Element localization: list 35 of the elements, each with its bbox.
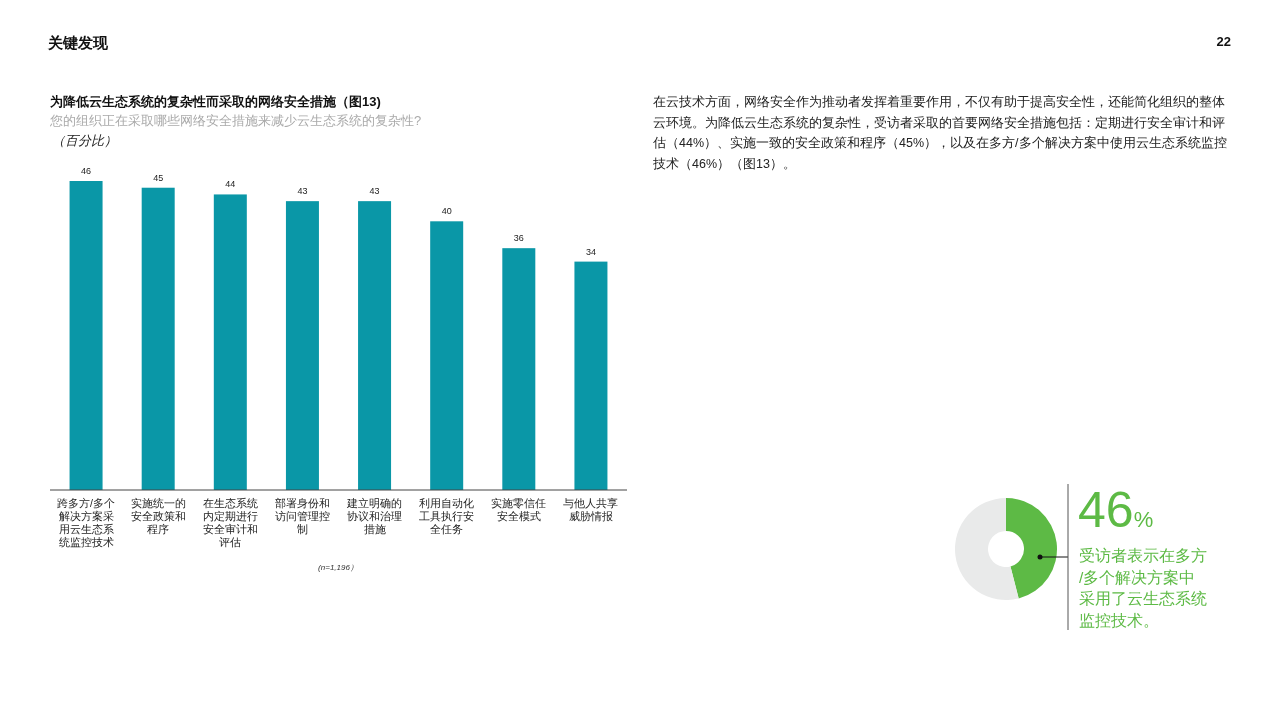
donut-slice [1006,498,1057,599]
x-tick-label: 实施零信任安全模式 [491,497,547,522]
bar [213,194,247,490]
x-tick-label: 跨多方/多个解决方案采用云生态系统监控技术 [57,497,116,548]
x-tick-label: 利用自动化工具执行安全任务 [419,497,475,535]
data-label: 36 [513,233,524,244]
data-label: 45 [153,172,164,183]
data-label: 46 [81,166,92,176]
text: 22 [1216,34,1231,49]
data-label: 43 [369,186,380,197]
data-label: 44 [225,179,236,190]
text: (n=1,196） [318,563,358,572]
x-tick-label: 建立明确的协议和治理措施 [346,497,403,535]
bar [141,187,175,490]
bar [358,201,392,490]
text: 受访者表示在多方/多个解决方案中采用了云生态系统监控技术。 [1079,547,1207,629]
bar [574,261,608,490]
chart-subtitle: 您的组织正在采取哪些网络安全措施来减少云生态系统的复杂性? [49,113,422,128]
donut-slice [955,498,1019,600]
data-label: 34 [585,246,596,257]
x-tick-label: 在生态系统内定期进行安全审计和评估 [202,497,258,548]
data-label: 40 [441,206,452,217]
x-tick-label: 实施统一的安全政策和程序 [130,497,186,535]
text: 在云技术方面，网络安全作为推动者发挥着重要作用，不仅有助于提高安全性，还能简化组织的整体云环境。为降低云生态系统的复杂性，受访者采取的首要网络安全措施包括：定期进行安全审计和评估（44%）、实施一致的安全政策和程序（45%），以及在多方/多个解决方案中使用云生态系统监控技术（46%）（图13）。 [652,94,1227,171]
bar [502,248,536,490]
bar [430,221,464,490]
bar [69,181,103,490]
x-tick-label: 与他人共享威胁情报 [563,497,619,522]
bar [285,201,319,490]
x-tick-label: 部署身份和访问管理控制 [274,497,330,535]
data-label: 43 [297,186,308,197]
chart-title: 为降低云生态系统的复杂性而采取的网络安全措施（图13) [50,94,381,109]
data-label: 46% [1078,482,1154,538]
text: 关键发现 [47,34,109,51]
y-axis-title: （百分比） [52,133,117,148]
